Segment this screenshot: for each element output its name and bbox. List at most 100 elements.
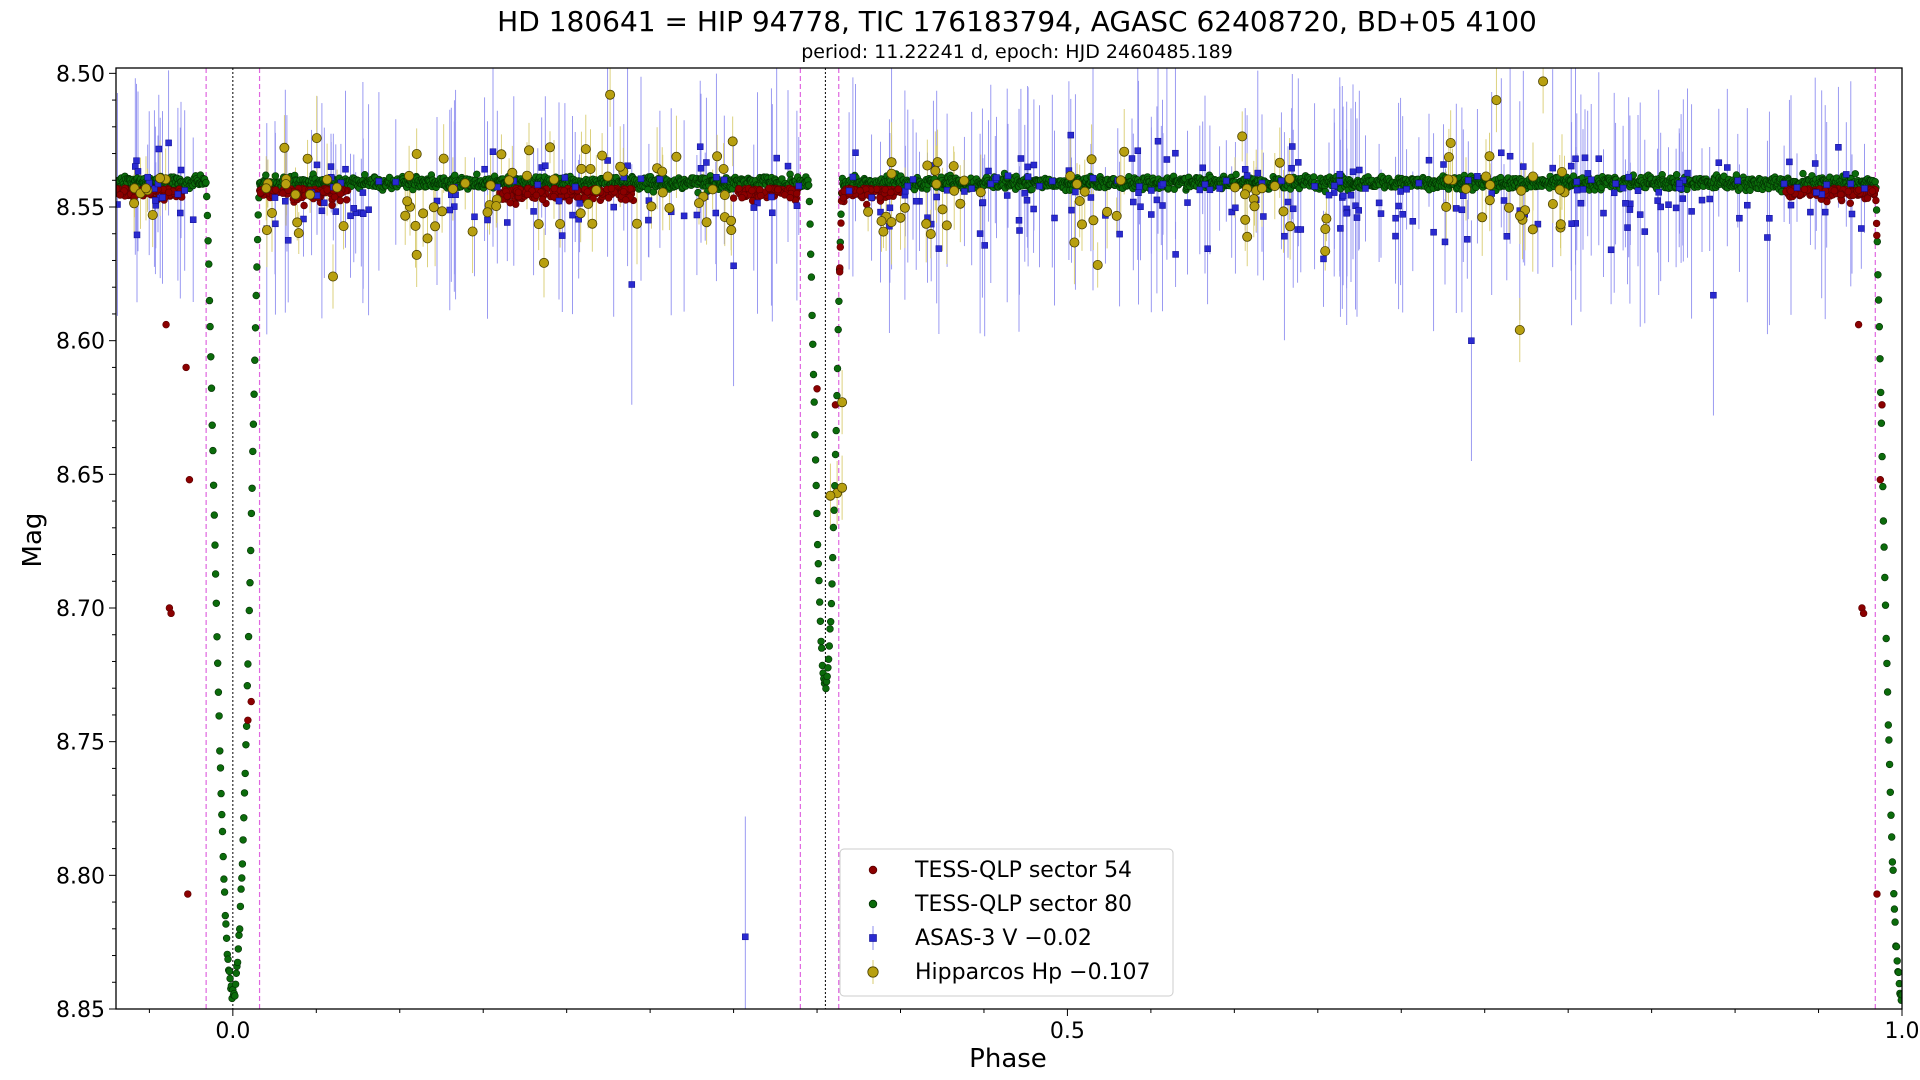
asas-point (1612, 180, 1619, 187)
asas-point (1297, 226, 1305, 233)
asas-point (284, 237, 292, 244)
tess-54-point (343, 196, 351, 204)
hipparcos-point (932, 157, 943, 168)
tess-80-point (1886, 788, 1895, 796)
tess-80-point (203, 192, 211, 201)
asas-point (569, 211, 576, 219)
asas-point (976, 230, 984, 237)
asas-point (321, 199, 328, 207)
hipparcos-point (657, 187, 668, 198)
tess-80-point (244, 632, 253, 641)
tess-80-point (243, 681, 252, 690)
tess-80-point (1888, 858, 1897, 866)
asas-point (637, 175, 645, 182)
hipparcos-point (437, 206, 448, 217)
tess-80-point (1883, 688, 1892, 696)
asas-point (769, 209, 776, 217)
asas-point (1813, 189, 1820, 196)
legend-label-asas: ASAS-3 V −0.02 (915, 926, 1092, 951)
asas-point (1430, 228, 1437, 236)
tess-54-point (583, 188, 592, 196)
hipparcos-point (1074, 195, 1085, 206)
hipparcos-point (292, 217, 303, 228)
asas-point (768, 193, 775, 201)
hipparcos-point (876, 216, 887, 227)
hipparcos-point (327, 271, 338, 282)
asas-point (1818, 191, 1825, 198)
tess-80-point (213, 633, 221, 641)
asas-point (1764, 234, 1771, 241)
tess-80-point (253, 263, 261, 271)
asas-point (795, 182, 803, 190)
tess-54-point (856, 187, 864, 195)
tess-54-point (116, 185, 121, 193)
tess-54-point (182, 363, 190, 372)
asas-point (1567, 162, 1575, 170)
asas-point (1325, 191, 1333, 199)
tess-80-point (218, 810, 226, 819)
hipparcos-point (1237, 131, 1248, 142)
asas-point (1688, 208, 1695, 215)
asas-point (993, 174, 1000, 181)
tess-54-point (894, 185, 902, 193)
asas-point (359, 210, 367, 217)
asas-point (1254, 169, 1262, 177)
asas-point (742, 933, 749, 941)
asas-point (1015, 217, 1023, 224)
hipparcos-point (1240, 214, 1251, 225)
asas-point (943, 187, 951, 194)
hipparcos-point (280, 179, 291, 190)
asas-point (1204, 245, 1211, 252)
asas-point (504, 219, 511, 226)
tess-80-point (250, 390, 258, 398)
asas-point (1736, 214, 1743, 222)
tess-80-point (214, 688, 223, 696)
hipparcos-point (632, 218, 643, 229)
asas-point (392, 178, 400, 186)
asas-point (1392, 232, 1399, 240)
tess-80-point (815, 598, 824, 606)
tess-80-point (1883, 659, 1891, 668)
tess-54-point (532, 191, 541, 200)
tess-54-point (735, 185, 743, 193)
tess-80-point (822, 684, 830, 693)
tess-80-point (1875, 323, 1884, 331)
hipparcos-point (411, 148, 422, 159)
asas-point (1787, 201, 1795, 209)
asas-point (282, 197, 289, 205)
asas-point (1624, 224, 1631, 231)
hipparcos-point (504, 175, 515, 186)
asas-point (1657, 203, 1664, 211)
tess-54-point (116, 191, 124, 199)
asas-point (1403, 186, 1410, 193)
y-tick-label: 8.60 (56, 330, 105, 355)
hipparcos-point (718, 163, 729, 174)
asas-point (697, 165, 705, 172)
asas-point (1397, 188, 1404, 195)
asas-point (165, 139, 172, 147)
hipparcos-point (1069, 237, 1080, 248)
asas-point (1336, 178, 1344, 185)
asas-point (1347, 191, 1355, 199)
asas-point (1030, 205, 1037, 213)
tess-54-point (184, 890, 192, 898)
asas-point (712, 209, 720, 217)
tess-80-point (247, 546, 255, 555)
tess-54-point (765, 184, 773, 193)
tess-80-point (1885, 736, 1893, 744)
hipparcos-point (727, 136, 738, 147)
asas-point (1679, 195, 1687, 202)
asas-point (750, 204, 758, 211)
tess-80-point (246, 578, 254, 587)
asas-point (979, 199, 987, 206)
asas-point (1320, 255, 1327, 263)
asas-point (1355, 207, 1362, 214)
tess-80-point (1890, 889, 1898, 898)
hipparcos-point (311, 133, 322, 144)
asas-point (1023, 197, 1031, 204)
x-tick-label: 1.0 (1885, 1019, 1920, 1044)
asas-point (1520, 163, 1527, 170)
tess-80-point (1887, 811, 1895, 819)
hipparcos-point (430, 221, 441, 232)
hipparcos-point (555, 218, 566, 229)
